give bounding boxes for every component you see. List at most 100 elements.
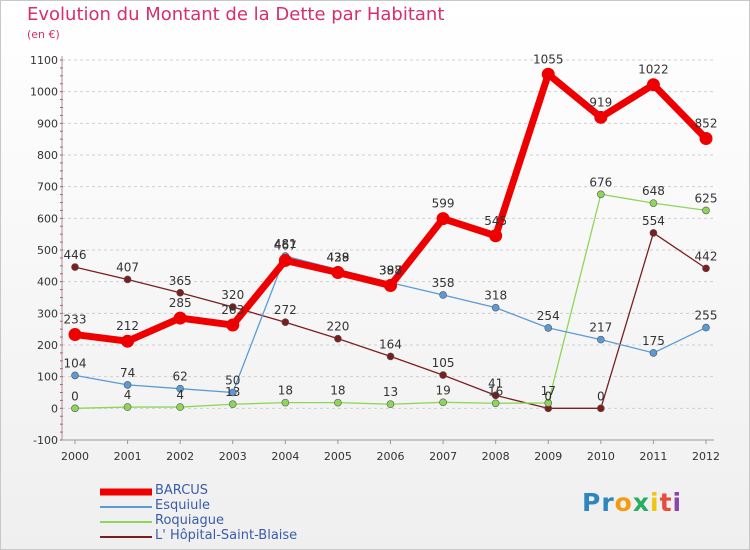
data-point [176,403,184,411]
x-tick-label: 2003 [219,450,247,463]
data-point [228,388,237,397]
data-label: 599 [432,197,455,211]
data-point [121,334,135,348]
data-point [228,400,237,409]
data-point [123,403,132,411]
data-label: 13 [225,385,240,399]
data-label: 446 [64,248,87,262]
data-label: 17 [541,384,556,398]
data-label: 554 [642,214,665,228]
data-point [334,398,342,407]
data-label: 4 [176,388,184,402]
data-point [278,253,292,267]
chart-subtitle: (en €) [27,28,60,41]
x-tick-label: 2005 [324,450,352,463]
data-point [439,398,447,407]
data-label: 919 [589,95,612,109]
data-point [334,334,342,343]
data-point [702,206,710,215]
legend-swatch [100,505,152,508]
data-point [71,404,79,413]
data-point [68,328,82,342]
legend-swatch [100,535,152,538]
data-label: 175 [642,334,665,348]
y-tick-label: 500 [37,244,58,257]
data-label: 318 [484,289,507,303]
logo-letter: x [632,488,650,517]
y-tick-label: 0 [51,402,58,415]
data-label: 104 [64,356,87,370]
data-point [489,229,503,243]
data-point [597,190,605,199]
y-tick-label: 200 [37,339,58,352]
data-point [649,229,658,237]
x-tick-label: 2009 [534,450,562,463]
data-label: 407 [116,260,139,274]
data-label: 0 [544,389,552,403]
data-label: 481 [274,237,297,251]
data-label: 397 [379,264,402,278]
data-point [386,352,395,361]
y-tick-label: 1100 [30,54,58,67]
data-point [123,275,132,284]
x-tick-label: 2002 [166,450,194,463]
legend-label: Esquiule [155,498,210,513]
data-point [544,399,553,407]
y-tick-label: -100 [33,434,58,447]
y-tick-label: 100 [37,371,58,384]
x-tick-label: 2001 [114,450,142,463]
data-point [228,303,237,311]
data-label: 18 [278,384,293,398]
logo-letter: r [601,488,615,517]
data-point [176,384,184,393]
data-label: 50 [225,374,240,388]
data-point [649,349,658,357]
data-label: 648 [642,184,665,198]
data-label: 285 [169,296,192,310]
x-tick-label: 2004 [271,450,299,463]
data-label: 217 [589,321,612,335]
data-label: 0 [71,389,79,403]
data-label: 263 [221,303,244,317]
y-tick-label: 400 [37,276,58,289]
data-label: 388 [379,263,402,277]
data-point [702,323,710,332]
data-label: 255 [695,309,718,323]
proxiti-logo: Proxiti [582,488,682,517]
data-point [384,278,397,292]
data-label: 164 [379,337,402,351]
data-label: 358 [432,276,455,290]
logo-letter: i [650,488,660,517]
data-label: 429 [326,250,349,264]
x-tick-label: 2012 [692,450,720,463]
x-tick-label: 2007 [429,450,457,463]
data-point [281,318,290,327]
data-point [646,78,660,92]
data-label: 442 [695,249,718,263]
data-point [331,265,345,279]
data-point [594,110,608,124]
data-point [439,371,447,379]
legend-label: L' Hôpital-Saint-Blaise [155,528,298,543]
data-label: 438 [326,251,349,265]
data-point [491,303,500,312]
data-point [71,371,79,380]
y-tick-label: 900 [37,117,58,130]
data-point [123,381,132,389]
data-label: 4 [124,388,132,402]
y-tick-label: 700 [37,181,58,194]
data-label: 676 [589,175,612,189]
chart-title: Evolution du Montant de la Dette par Hab… [27,4,445,25]
data-label: 18 [330,384,345,398]
logo-letter: i [672,488,683,517]
data-label: 233 [64,313,87,327]
data-point [226,318,240,332]
data-label: 852 [695,117,718,131]
data-point [439,291,447,299]
data-point [649,199,658,207]
data-point [541,67,555,81]
data-label: 272 [274,303,297,317]
data-point [71,263,79,271]
data-label: 467 [274,238,297,252]
